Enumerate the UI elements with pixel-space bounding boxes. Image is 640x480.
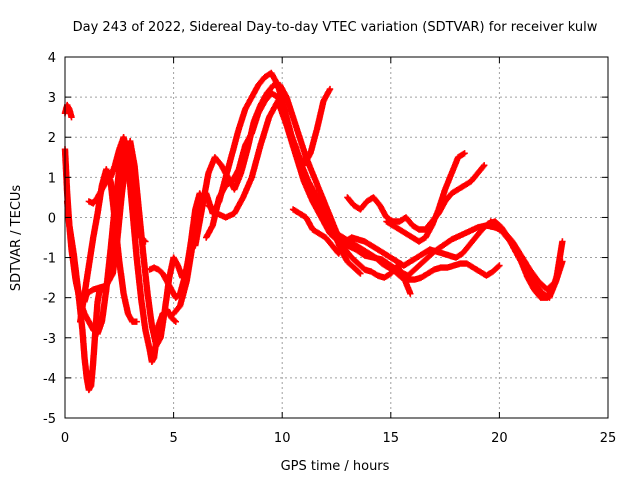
data-layer	[61, 69, 566, 394]
series-arc-k	[285, 126, 364, 277]
y-axis-label: SDTVAR / TECUs	[9, 185, 24, 292]
x-tick-label: 0	[61, 431, 69, 446]
series-arc-e	[77, 166, 140, 325]
data-point-markers	[285, 126, 364, 277]
series-arc-n	[487, 218, 566, 301]
x-tick-label: 15	[383, 431, 400, 446]
y-tick-label: -4	[43, 372, 56, 387]
chart-title: Day 243 of 2022, Sidereal Day-to-day VTE…	[73, 20, 598, 35]
y-tick-label: -1	[43, 252, 56, 267]
plot-frame	[64, 56, 609, 419]
y-tick-label: 2	[48, 131, 56, 146]
series-arc-start	[61, 101, 75, 121]
x-tick-label: 5	[169, 431, 177, 446]
y-tick-label: -5	[43, 412, 56, 427]
y-tick-label: 1	[48, 171, 56, 186]
data-point-markers	[383, 150, 468, 245]
y-tick-label: -2	[43, 292, 56, 307]
x-axis-label: GPS time / hours	[281, 459, 390, 474]
series-arc-i	[205, 97, 566, 293]
data-point-markers	[61, 101, 75, 121]
series-arc-m	[383, 150, 468, 245]
x-tick-label: 20	[491, 431, 508, 446]
grid	[65, 57, 608, 418]
data-point-markers	[77, 166, 140, 325]
y-tick-label: 4	[48, 51, 56, 66]
data-point-markers	[487, 218, 566, 301]
series-arc-l	[344, 162, 488, 233]
data-point-markers	[205, 97, 566, 293]
x-tick-label: 25	[600, 431, 617, 446]
x-tick-label: 10	[274, 431, 291, 446]
y-tick-label: 0	[48, 211, 56, 226]
data-point-markers	[344, 162, 488, 233]
axis-ticks: 0 5 10 15 20 25 -5 -4 -3 -2 -1 0 1 2 3 4	[43, 51, 616, 446]
y-tick-label: 3	[48, 91, 56, 106]
y-tick-label: -3	[43, 332, 56, 347]
